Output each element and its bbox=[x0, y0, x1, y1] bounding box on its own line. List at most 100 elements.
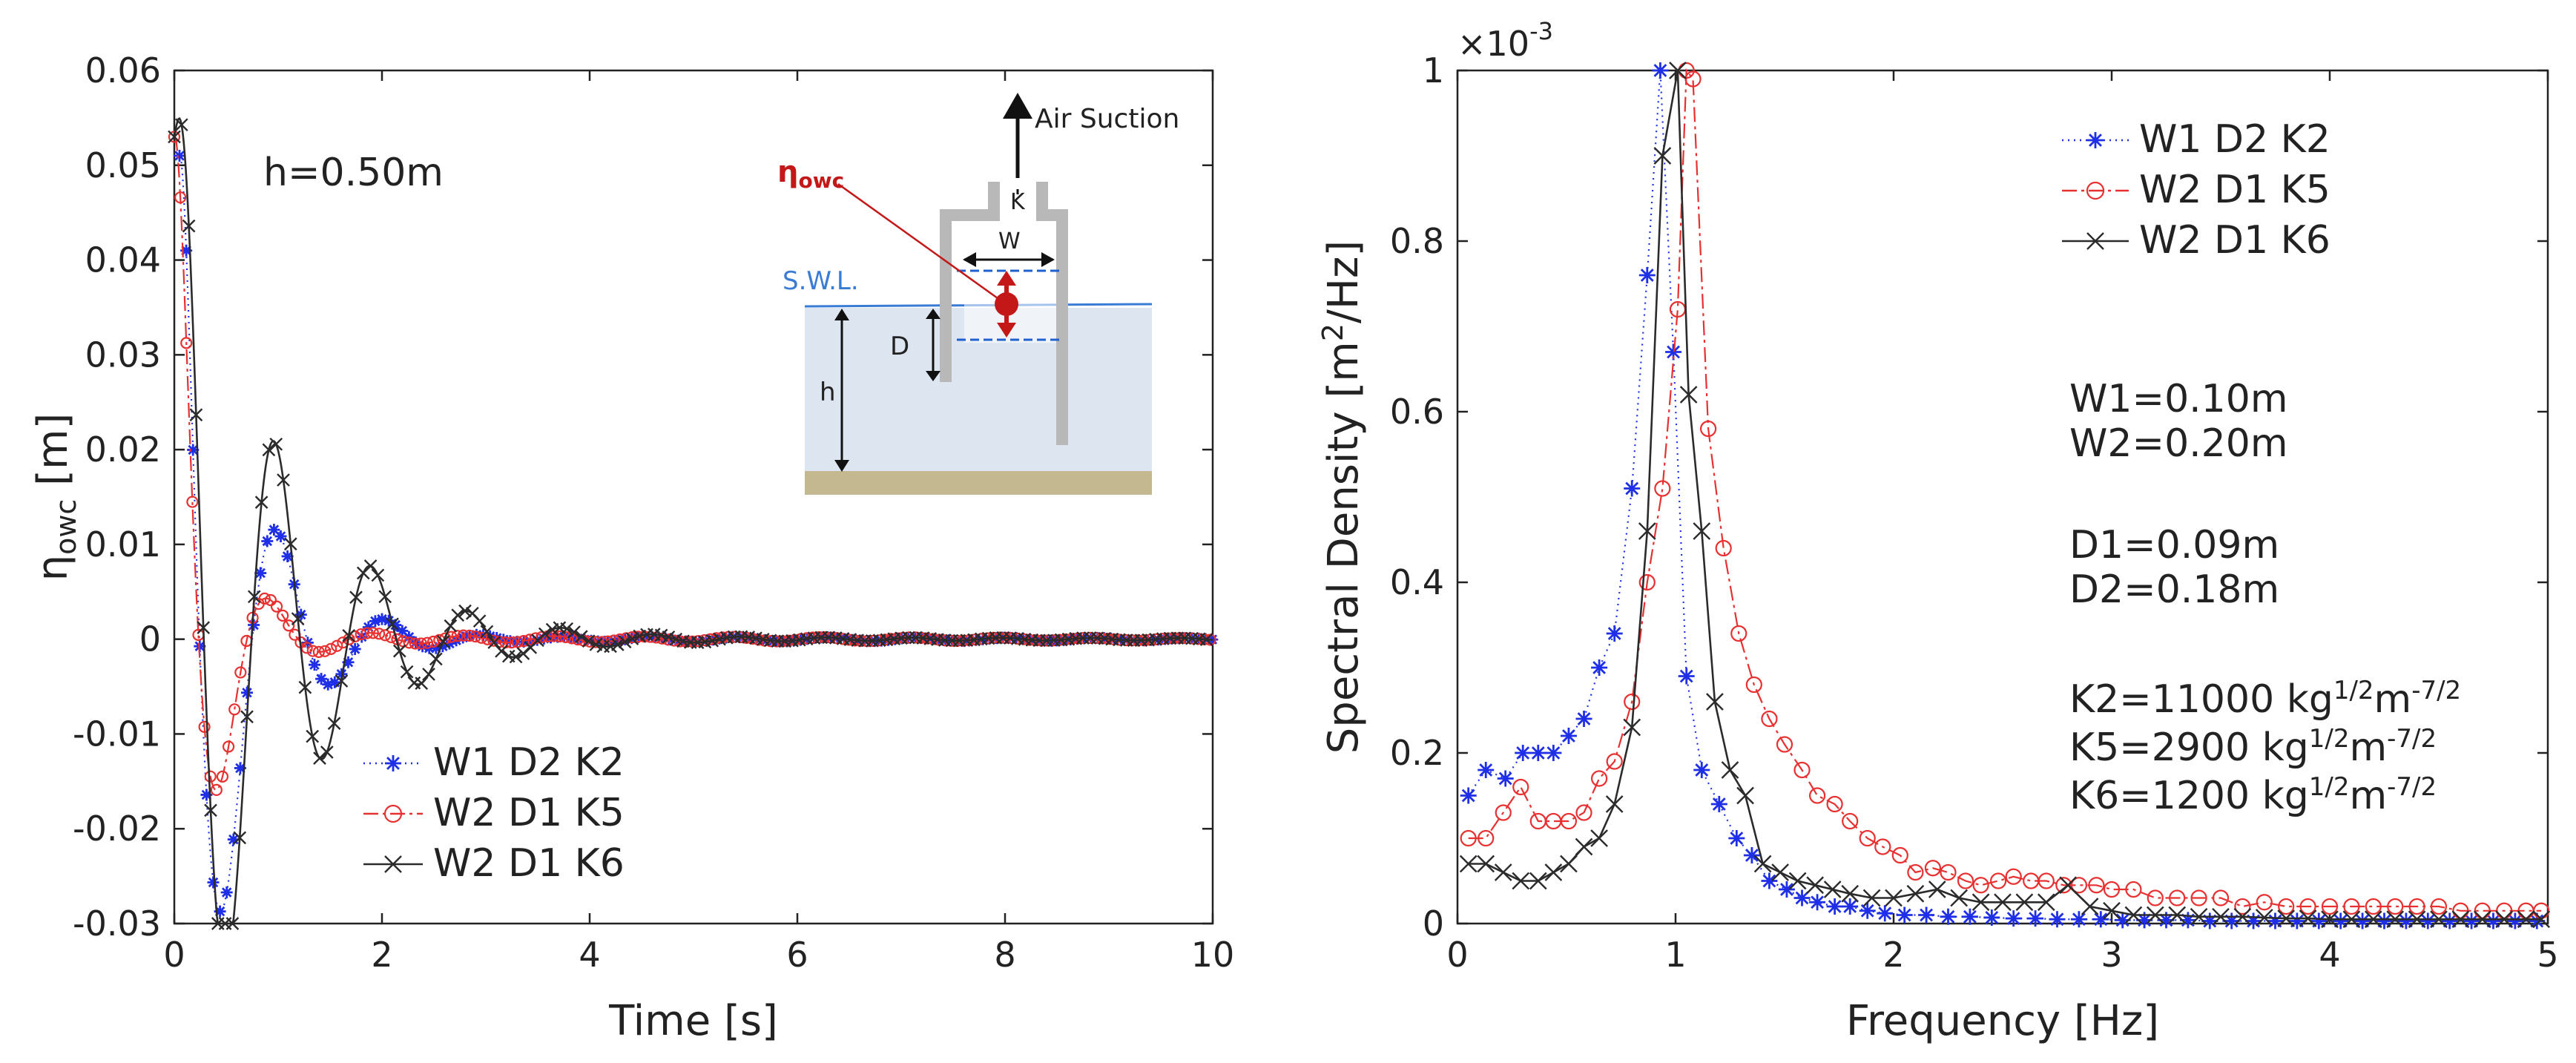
y-tick-label: 0.06 bbox=[85, 50, 161, 90]
data-point bbox=[2201, 912, 2218, 929]
data-point bbox=[625, 632, 639, 645]
data-point bbox=[182, 219, 196, 233]
data-point bbox=[378, 590, 392, 604]
inset-eta-label: ηowc bbox=[777, 155, 844, 193]
data-point bbox=[180, 244, 193, 257]
data-point bbox=[1706, 693, 1724, 711]
data-point bbox=[403, 636, 415, 649]
data-point bbox=[1529, 872, 1547, 890]
data-point bbox=[234, 762, 246, 774]
legend-entry: W1 D2 K2 bbox=[2062, 117, 2330, 162]
data-point bbox=[363, 559, 378, 573]
x-tick-label: 8 bbox=[994, 935, 1015, 975]
left-y-axis-label: ηowc [m] bbox=[29, 413, 82, 582]
data-point bbox=[1896, 906, 1913, 924]
data-point bbox=[2015, 893, 2034, 912]
legend-label: W1 D2 K2 bbox=[433, 740, 625, 785]
data-point bbox=[2103, 881, 2121, 898]
data-point bbox=[1652, 62, 1669, 79]
legend-label: W2 D1 K5 bbox=[2139, 168, 2330, 212]
data-point bbox=[349, 642, 361, 655]
data-point bbox=[1972, 877, 1989, 894]
right-x-axis-label: Frequency [Hz] bbox=[1846, 997, 2159, 1045]
data-point bbox=[1460, 829, 1477, 847]
data-point bbox=[261, 535, 274, 547]
data-point bbox=[198, 720, 211, 733]
data-point bbox=[306, 729, 320, 743]
data-point bbox=[1806, 876, 1825, 895]
x-tick-label: 5 bbox=[2537, 935, 2558, 975]
data-point bbox=[2532, 910, 2551, 929]
data-point bbox=[277, 473, 290, 487]
data-point bbox=[281, 550, 294, 562]
data-point bbox=[2430, 910, 2448, 929]
data-point bbox=[1478, 762, 1495, 778]
inset-air-suction-label: Air Suction bbox=[1035, 104, 1179, 134]
y-tick-label: 0.04 bbox=[85, 240, 161, 280]
data-point bbox=[204, 770, 217, 783]
data-point bbox=[2070, 911, 2087, 928]
data-point bbox=[1721, 761, 1739, 779]
data-point bbox=[1761, 872, 1778, 889]
data-point bbox=[1529, 745, 1546, 761]
data-point bbox=[523, 633, 536, 646]
data-point bbox=[1826, 795, 1843, 813]
data-point bbox=[335, 668, 348, 680]
data-point bbox=[2037, 893, 2055, 912]
legend-marker bbox=[2086, 232, 2104, 250]
data-point bbox=[2506, 912, 2523, 929]
data-point bbox=[1665, 343, 1682, 361]
data-point bbox=[309, 659, 320, 671]
data-point bbox=[1669, 62, 1687, 79]
data-point bbox=[2190, 889, 2207, 906]
data-point bbox=[1684, 70, 1702, 88]
y-scale-exponent: ×10-3 bbox=[1457, 17, 1553, 64]
data-point bbox=[360, 627, 373, 639]
data-point bbox=[2059, 876, 2078, 895]
right-legend: W1 D2 K2 W2 D1 K5 W2 D1 K6 bbox=[2062, 117, 2330, 263]
data-point bbox=[322, 678, 335, 691]
data-point bbox=[1199, 633, 1213, 646]
left-axis-ticks: 0 2 4 6 8 10 -0.03 -0.02 -0.01 0 0.01 0.02 0.03 0.04 0… bbox=[73, 50, 1234, 975]
down-arrowhead-icon bbox=[834, 460, 849, 472]
data-point bbox=[315, 673, 328, 685]
data-point bbox=[2136, 912, 2153, 929]
data-point bbox=[180, 337, 193, 349]
data-point bbox=[220, 886, 233, 898]
param-w1: W1=0.10m bbox=[2069, 377, 2288, 421]
data-point bbox=[2179, 912, 2196, 929]
y-tick-label: 0.01 bbox=[85, 524, 161, 565]
data-point bbox=[429, 652, 443, 666]
data-point bbox=[2321, 910, 2339, 929]
data-point bbox=[2419, 912, 2437, 929]
data-point bbox=[415, 677, 429, 690]
data-point bbox=[2255, 909, 2273, 927]
data-point bbox=[2321, 898, 2339, 915]
legend-label: W2 D1 K6 bbox=[2139, 218, 2330, 263]
data-point bbox=[1623, 718, 1641, 737]
data-point bbox=[509, 650, 523, 664]
data-point bbox=[376, 613, 388, 625]
param-d1: D1=0.09m bbox=[2069, 523, 2279, 567]
data-point bbox=[329, 676, 341, 688]
data-point bbox=[1715, 539, 1732, 557]
data-point bbox=[362, 621, 375, 633]
data-point bbox=[241, 686, 253, 699]
data-point bbox=[396, 625, 409, 637]
data-point bbox=[379, 629, 392, 642]
data-point bbox=[254, 567, 267, 579]
x-tick-label: 0 bbox=[163, 935, 185, 975]
legend-label: W2 D1 K6 bbox=[433, 841, 625, 886]
legend-marker bbox=[385, 755, 401, 771]
inset-free-surface-dot bbox=[995, 292, 1018, 316]
data-point bbox=[342, 656, 355, 668]
data-point bbox=[1957, 872, 1974, 889]
data-point bbox=[2517, 910, 2535, 929]
up-arrowhead-icon bbox=[926, 309, 941, 319]
inset-seabed bbox=[805, 471, 1152, 495]
left-series-group bbox=[168, 117, 1219, 930]
right-series-group bbox=[1459, 62, 2551, 929]
y-tick-label: 0.6 bbox=[1390, 392, 1444, 432]
data-point bbox=[1776, 736, 1793, 753]
data-point bbox=[475, 631, 488, 644]
